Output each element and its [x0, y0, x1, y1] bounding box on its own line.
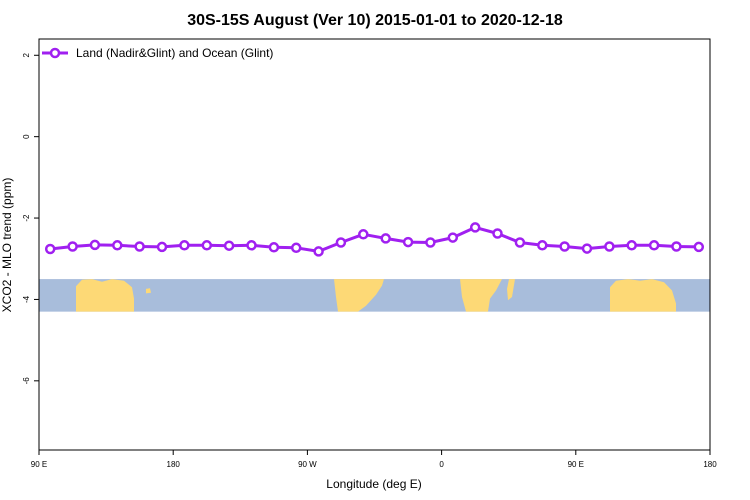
- data-point: [626, 240, 637, 251]
- x-axis-label: Longitude (deg E): [326, 477, 421, 491]
- data-point: [671, 241, 682, 252]
- y-tick-label: 0: [22, 134, 31, 139]
- x-tick-label: 90 W: [298, 460, 317, 469]
- data-point: [335, 237, 347, 248]
- legend-entry: Land (Nadir&Glint) and Ocean (Glint): [76, 46, 273, 60]
- data-point: [581, 243, 593, 254]
- data-point: [156, 241, 168, 253]
- series-layer: [44, 222, 705, 257]
- chart-title: 30S-15S August (Ver 10) 2015-01-01 to 20…: [187, 12, 563, 29]
- data-point: [402, 236, 414, 248]
- data-point: [380, 233, 391, 244]
- data-point: [89, 239, 101, 251]
- series-line: [50, 225, 699, 253]
- data-point: [604, 241, 615, 252]
- data-point: [537, 240, 548, 251]
- data-point: [268, 242, 280, 253]
- data-point: [559, 241, 570, 252]
- x-tick-label: 90 E: [31, 460, 47, 469]
- land-madagascar: [507, 279, 515, 301]
- data-point: [693, 241, 705, 253]
- data-point: [112, 240, 123, 251]
- data-point: [179, 240, 190, 251]
- land-africa: [460, 279, 502, 312]
- data-point: [246, 240, 257, 251]
- data-point: [223, 240, 235, 251]
- data-point: [514, 237, 526, 248]
- plot-frame: [38, 38, 711, 451]
- land-australia-east: [146, 288, 151, 294]
- data-point: [648, 240, 660, 251]
- data-point: [201, 240, 213, 251]
- y-axis-ticks: 2 0 -2 -4 -6: [22, 53, 39, 385]
- y-tick-label: -4: [22, 295, 31, 303]
- x-tick-label: 180: [167, 460, 181, 469]
- y-tick-label: -2: [22, 214, 31, 222]
- background-map-band: [39, 279, 710, 312]
- land-south-america: [334, 279, 384, 312]
- legend: Land (Nadir&Glint) and Ocean (Glint): [42, 46, 273, 60]
- data-point: [469, 222, 481, 233]
- x-tick-label: 0: [439, 460, 444, 469]
- x-axis-ticks: 90 E 180 90 W 0 90 E 180: [31, 450, 717, 469]
- x-tick-label: 180: [703, 460, 717, 469]
- data-point: [134, 241, 145, 252]
- land-australia-west: [76, 279, 134, 312]
- data-point: [67, 241, 78, 252]
- data-point: [425, 237, 436, 248]
- data-point: [313, 246, 324, 257]
- y-axis-label: XCO2 - MLO trend (ppm): [0, 178, 14, 313]
- data-point: [290, 242, 302, 254]
- data-point: [447, 232, 459, 243]
- data-point: [358, 229, 369, 240]
- y-tick-label: -6: [22, 377, 31, 385]
- data-point: [44, 243, 56, 255]
- x-tick-label: 90 E: [568, 460, 584, 469]
- y-tick-label: 2: [22, 53, 31, 58]
- legend-marker-swatch: [49, 47, 61, 59]
- land-australia-repeat: [610, 279, 676, 312]
- data-point: [492, 228, 503, 239]
